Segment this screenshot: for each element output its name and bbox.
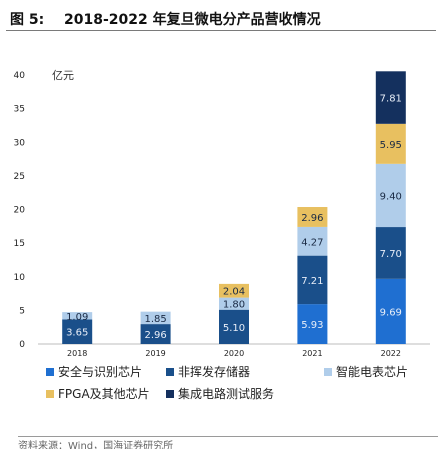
y-tick-label: 0 <box>19 340 25 350</box>
bar-segment <box>375 227 406 279</box>
stacked-bar-chart: 0 5 10 15 20 25 30 35 40 亿元 3.65 1.09 2018 2.96 1.85 20… <box>14 69 430 358</box>
bar-segment <box>140 311 171 325</box>
y-tick-label: 20 <box>14 206 26 216</box>
data-label: 9.69 <box>380 307 402 318</box>
y-tick-label: 15 <box>14 239 25 249</box>
legend-label: 智能电表芯片 <box>336 365 409 379</box>
legend-label: 非挥发存储器 <box>178 365 251 379</box>
figure-title: 2018-2022 年复旦微电分产品营收情况 <box>64 12 321 28</box>
legend-swatch <box>46 389 54 398</box>
bar-segment <box>62 312 93 320</box>
figure-header: 图 5: 2018-2022 年复旦微电分产品营收情况 <box>6 6 436 31</box>
chart-legend: 安全与识别芯片 非挥发存储器 智能电表芯片 FPGA及其他芯片 集成电路测试服务 <box>46 363 436 407</box>
data-label: 1.09 <box>66 312 88 323</box>
y-tick-label: 35 <box>14 105 25 115</box>
legend-swatch <box>166 389 174 398</box>
bar-segment <box>375 163 406 228</box>
bar-segment <box>297 207 328 227</box>
x-tick-label: 2020 <box>224 349 244 358</box>
data-label: 2.96 <box>144 330 166 341</box>
figure-label: 图 5: <box>10 12 45 28</box>
y-tick-label: 40 <box>14 71 26 81</box>
y-tick-label: 5 <box>19 306 25 316</box>
bar-segment <box>140 324 171 344</box>
data-label: 2.04 <box>223 287 245 298</box>
legend-item-nonvolatile-memory: 非挥发存储器 <box>166 363 250 380</box>
x-tick-label: 2019 <box>145 349 165 358</box>
bar-segment <box>297 304 328 344</box>
legend-swatch <box>166 367 174 376</box>
y-axis-label: 亿元 <box>52 69 74 82</box>
data-label: 3.65 <box>66 328 88 339</box>
x-tick-label: 2021 <box>302 349 322 358</box>
data-label: 5.10 <box>223 323 245 334</box>
legend-swatch <box>46 367 54 376</box>
source-text: 资料来源：Wind，国海证券研究所 <box>18 441 174 449</box>
legend-item-fpga: FPGA及其他芯片 <box>46 385 150 402</box>
legend-row-2: FPGA及其他芯片 集成电路测试服务 <box>46 385 436 407</box>
data-label: 5.93 <box>301 320 323 331</box>
legend-swatch <box>324 367 332 376</box>
data-label: 7.70 <box>380 249 402 260</box>
bar-segment <box>219 283 249 298</box>
legend-item-security-chip: 安全与识别芯片 <box>46 363 142 380</box>
legend-label: 安全与识别芯片 <box>58 365 143 379</box>
data-label: 4.27 <box>301 237 323 248</box>
data-label: 2.96 <box>301 213 323 224</box>
data-label: 5.95 <box>380 140 402 151</box>
data-label: 9.40 <box>380 191 402 202</box>
bar-segment <box>297 226 328 256</box>
legend-label: 集成电路测试服务 <box>178 387 275 401</box>
y-tick-label: 30 <box>14 138 26 148</box>
data-label: 7.21 <box>301 276 323 287</box>
data-label: 7.81 <box>380 94 402 105</box>
bar-segment <box>297 255 328 305</box>
bar-segment <box>375 71 406 124</box>
legend-item-smart-meter-chip: 智能电表芯片 <box>324 363 408 380</box>
data-label: 1.85 <box>144 314 166 325</box>
source-footer: 资料来源：Wind，国海证券研究所 <box>18 436 438 449</box>
legend-row-1: 安全与识别芯片 非挥发存储器 智能电表芯片 <box>46 363 436 385</box>
bar-segment <box>219 309 249 344</box>
data-label: 1.80 <box>223 300 245 311</box>
bar-segment <box>62 319 93 344</box>
bar-segment <box>219 297 249 310</box>
y-tick-label: 10 <box>14 273 26 283</box>
y-tick-label: 25 <box>14 172 25 182</box>
legend-item-ic-test-service: 集成电路测试服务 <box>166 385 274 402</box>
x-tick-label: 2022 <box>381 349 401 358</box>
legend-label: FPGA及其他芯片 <box>58 387 150 401</box>
bar-segment <box>375 278 406 344</box>
bar-segment <box>375 123 406 164</box>
x-tick-label: 2018 <box>67 349 87 358</box>
